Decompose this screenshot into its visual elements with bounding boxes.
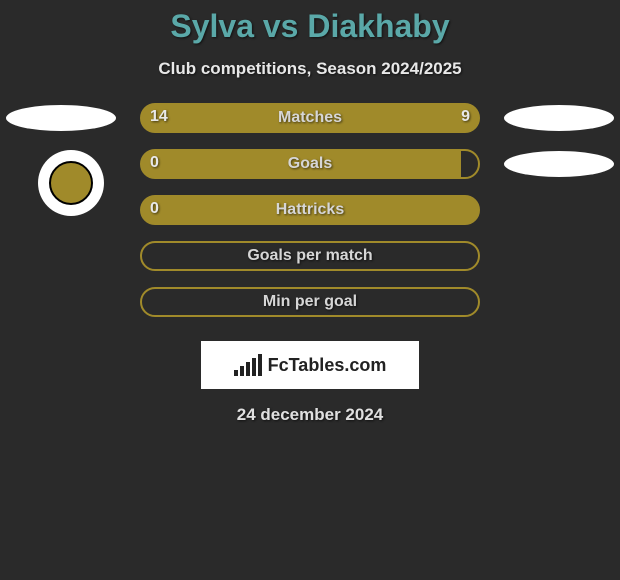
stats-area: Matches 14 9 Goals 0 Hattricks 0 Goals per matc… [0,103,620,333]
stat-pill: Goals per match [140,241,480,271]
comparison-widget: Sylva vs Diakhaby Club competitions, Sea… [0,0,620,425]
date-label: 24 december 2024 [0,405,620,425]
player-badge-right [504,105,614,131]
player-badge-right [504,151,614,177]
brand-logo[interactable]: FcTables.com [201,341,419,389]
stat-label: Goals per match [247,247,372,265]
stat-pill: Min per goal [140,287,480,317]
stat-label: Matches [278,109,342,127]
stat-pill: Goals [140,149,480,179]
stat-label: Hattricks [276,201,344,219]
stat-row: Goals 0 [0,149,620,195]
stat-row: Matches 14 9 [0,103,620,149]
stat-pill: Hattricks [140,195,480,225]
stat-value-left: 0 [150,154,159,172]
stat-row: Goals per match [0,241,620,287]
stat-value-left: 14 [150,108,168,126]
page-title: Sylva vs Diakhaby [0,8,620,45]
stat-row: Hattricks 0 [0,195,620,241]
subtitle: Club competitions, Season 2024/2025 [0,59,620,79]
brand-text: FcTables.com [268,355,387,376]
stat-pill: Matches [140,103,480,133]
stat-row: Min per goal [0,287,620,333]
stat-value-right: 9 [461,108,470,126]
stat-label: Goals [288,155,332,173]
player-badge-left [6,105,116,131]
bars-icon [234,354,262,376]
stat-value-left: 0 [150,200,159,218]
stat-label: Min per goal [263,293,357,311]
